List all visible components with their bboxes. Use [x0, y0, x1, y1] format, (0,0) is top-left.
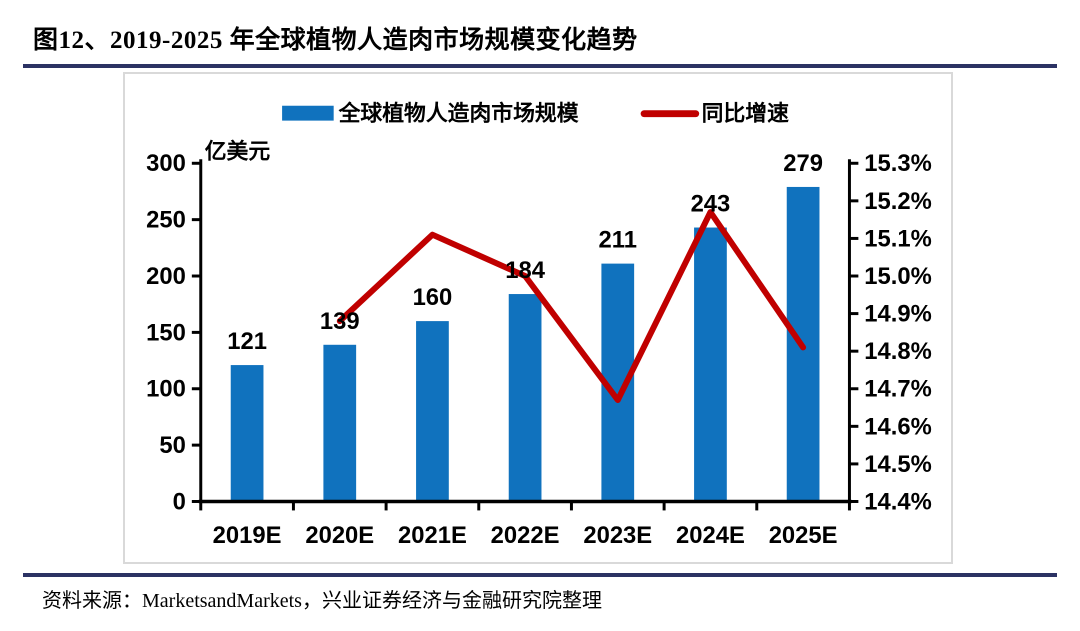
right-axis-tick-label: 14.5% — [864, 451, 931, 478]
left-axis-tick-label: 250 — [146, 207, 186, 234]
bar-label-2019E: 121 — [227, 328, 267, 355]
bar-label-2025E: 279 — [783, 150, 823, 177]
bar-label-2022E: 184 — [505, 257, 545, 284]
right-axis-tick-label: 15.2% — [864, 188, 931, 215]
left-axis-tick-label: 50 — [159, 432, 185, 459]
legend-bar-label: 全球植物人造肉市场规模 — [338, 101, 579, 126]
right-axis-tick-label: 15.3% — [864, 150, 931, 177]
bar-2022E — [508, 294, 542, 502]
left-axis-tick-label: 200 — [146, 263, 186, 290]
right-axis-tick-label: 14.6% — [864, 413, 931, 440]
x-axis-label-2019E: 2019E — [213, 522, 282, 549]
left-axis-tick-label: 300 — [146, 150, 186, 177]
bottom-divider — [23, 573, 1057, 577]
right-axis-tick-label: 14.4% — [864, 488, 931, 515]
bar-label-2020E: 139 — [320, 308, 360, 335]
bar-label-2021E: 160 — [413, 284, 453, 311]
chart-panel: 0 50 100 150 200 250 300 亿美元 14.4% 14.5% 14.6% 14.7… — [123, 72, 953, 564]
right-axis-tick-label: 14.7% — [864, 376, 931, 403]
bar-label-2024E: 243 — [691, 191, 731, 218]
left-axis-tick-label: 150 — [146, 319, 186, 346]
bar-label-2023E: 211 — [599, 227, 637, 254]
left-axis-title: 亿美元 — [205, 138, 271, 163]
x-axis-label-2025E: 2025E — [769, 522, 838, 549]
growth-line — [336, 209, 807, 404]
x-axis-label-2020E: 2020E — [305, 522, 374, 549]
x-axis-label-2021E: 2021E — [398, 522, 467, 549]
bar-2024E — [694, 227, 727, 502]
x-axis-label-2022E: 2022E — [491, 522, 560, 549]
bar-2019E — [230, 365, 264, 502]
right-axis-tick-label: 15.1% — [864, 225, 931, 252]
chart-svg: 0 50 100 150 200 250 300 亿美元 14.4% 14.5% 14.6% 14.7… — [146, 101, 932, 550]
right-axis-tick-label: 14.8% — [864, 338, 931, 365]
left-axis-tick-label: 0 — [173, 488, 186, 515]
x-axis-label-2023E: 2023E — [583, 522, 652, 549]
bar-2020E — [323, 344, 357, 502]
top-divider — [23, 64, 1057, 68]
legend-bar-swatch — [282, 105, 334, 121]
left-axis-tick-label: 100 — [146, 376, 186, 403]
figure-title: 图12、2019-2025 年全球植物人造肉市场规模变化趋势 — [33, 27, 638, 54]
right-axis-tick-label: 15.0% — [864, 263, 931, 290]
legend-line-label: 同比增速 — [702, 101, 789, 126]
right-axis-tick-label: 14.9% — [864, 301, 931, 328]
source-note: 资料来源：MarketsandMarkets，兴业证券经济与金融研究院整理 — [42, 590, 602, 612]
x-axis-label-2024E: 2024E — [676, 522, 745, 549]
bar-2021E — [416, 321, 449, 502]
